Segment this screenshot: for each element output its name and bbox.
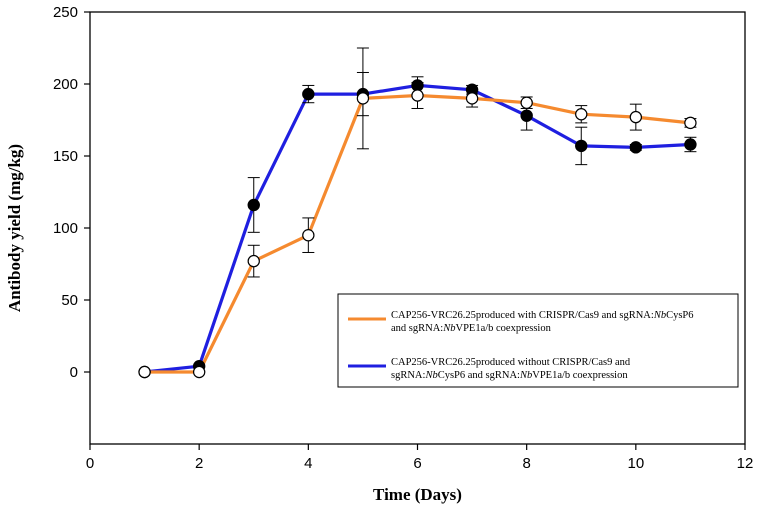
y-tick-label: 200 (53, 76, 78, 93)
series-layer (138, 47, 697, 379)
data-point-1 (247, 254, 260, 268)
data-point-1 (575, 108, 588, 121)
legend-box (337, 293, 739, 388)
data-point-1 (138, 365, 151, 379)
y-axis-title: Antibody yield (mg/kg) (5, 144, 24, 312)
x-tick-label: 0 (86, 455, 94, 472)
x-axis-title: Time (Days) (373, 485, 462, 504)
y-tick-label: 250 (53, 4, 78, 21)
x-tick-label: 6 (413, 455, 421, 472)
data-point-2 (684, 138, 697, 151)
x-tick-label: 8 (522, 455, 530, 472)
data-point-1 (629, 110, 643, 124)
data-point-1 (192, 365, 206, 379)
data-point-1 (465, 92, 479, 105)
y-tick-label: 150 (53, 148, 78, 165)
y-tick-label: 100 (53, 220, 78, 237)
data-point-2 (575, 139, 588, 153)
data-point-1 (684, 116, 697, 130)
legend-label-1: and sgRNA:NbVPE1a/b coexpression (391, 323, 552, 334)
data-point-2 (302, 87, 315, 101)
x-tick-label: 4 (304, 455, 312, 472)
legend-label-2: CAP256-VRC26.25produced without CRISPR/C… (391, 357, 631, 368)
legend-label-2: sgRNA:NbCysP6 and sgRNA:NbVPE1a/b coexpr… (391, 370, 628, 381)
legend-label-1: CAP256-VRC26.25produced with CRISPR/Cas9… (391, 310, 694, 321)
data-point-1 (411, 89, 424, 102)
data-point-2 (247, 198, 260, 212)
data-point-2 (629, 141, 643, 154)
ticks: 0 2 4 6 8 10 12 0 50 100 150 200 250 (53, 4, 753, 472)
data-point-1 (520, 96, 533, 109)
data-point-1 (302, 228, 315, 242)
data-point-2 (520, 109, 533, 122)
legend: CAP256-VRC26.25produced with CRISPR/Cas9… (337, 293, 739, 388)
x-tick-label: 2 (195, 455, 203, 472)
x-tick-label: 12 (737, 455, 754, 472)
y-tick-label: 50 (61, 292, 78, 309)
x-tick-label: 10 (627, 455, 644, 472)
data-point-1 (356, 92, 370, 105)
y-tick-label: 0 (70, 364, 78, 381)
